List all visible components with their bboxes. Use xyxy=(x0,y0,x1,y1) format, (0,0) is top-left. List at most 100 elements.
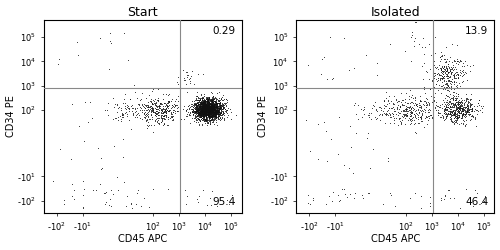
Point xyxy=(201,102,209,106)
Point xyxy=(324,76,332,80)
Point xyxy=(208,108,216,112)
Point xyxy=(213,108,221,112)
Point xyxy=(198,112,206,116)
Point xyxy=(200,106,207,110)
Point xyxy=(204,118,212,122)
Point xyxy=(206,114,214,118)
Point xyxy=(408,93,416,97)
Point xyxy=(446,66,454,70)
Point xyxy=(210,104,218,108)
Point xyxy=(209,107,217,111)
Point xyxy=(216,116,224,120)
Point xyxy=(193,109,201,113)
Point xyxy=(211,105,219,109)
Point xyxy=(204,112,212,116)
Point xyxy=(468,114,476,118)
Point xyxy=(462,109,470,113)
Point xyxy=(433,104,441,108)
Point xyxy=(200,104,208,108)
Point xyxy=(417,116,425,120)
Point xyxy=(194,113,202,117)
Point xyxy=(211,103,219,107)
Point xyxy=(159,111,167,115)
Point xyxy=(204,99,212,103)
Point xyxy=(408,116,416,120)
Point xyxy=(142,123,150,127)
Point xyxy=(194,100,202,104)
Point xyxy=(185,103,193,107)
Point xyxy=(200,108,207,112)
Point xyxy=(149,187,157,191)
Point xyxy=(326,194,334,198)
Point xyxy=(350,66,358,70)
Point xyxy=(152,116,160,120)
Point xyxy=(206,118,214,122)
Point xyxy=(458,107,466,111)
Point xyxy=(223,108,231,112)
Point xyxy=(202,112,209,116)
Point xyxy=(448,100,456,104)
Point xyxy=(454,111,462,115)
Point xyxy=(457,110,465,114)
Point xyxy=(164,109,172,113)
Point xyxy=(215,105,223,109)
Point xyxy=(198,111,206,115)
Point xyxy=(198,105,205,109)
Point xyxy=(208,108,216,112)
Point xyxy=(199,109,207,113)
Point xyxy=(200,103,207,107)
Point xyxy=(202,110,210,114)
Point xyxy=(210,110,218,114)
Point xyxy=(208,104,216,108)
Point xyxy=(453,86,461,89)
Point xyxy=(402,122,409,126)
Point xyxy=(208,117,216,121)
Point xyxy=(456,100,464,104)
Point xyxy=(448,102,456,106)
Point xyxy=(195,110,203,114)
Point xyxy=(192,96,200,100)
Point xyxy=(218,108,226,112)
Point xyxy=(181,188,189,192)
Point xyxy=(203,107,211,111)
Point xyxy=(192,197,200,201)
Point xyxy=(152,109,160,113)
Point xyxy=(202,107,210,111)
Point xyxy=(220,110,228,114)
Point xyxy=(207,114,215,118)
Point xyxy=(472,124,480,128)
Point xyxy=(136,108,143,112)
Point xyxy=(204,112,212,116)
Point xyxy=(204,105,212,109)
Point xyxy=(214,104,222,108)
Point xyxy=(161,108,169,112)
Point xyxy=(207,108,215,112)
Point xyxy=(208,118,216,122)
Point xyxy=(210,101,218,105)
Point xyxy=(203,112,211,116)
Point xyxy=(212,123,220,127)
Point xyxy=(384,94,392,98)
Point xyxy=(191,105,199,109)
Point xyxy=(362,53,370,57)
Point xyxy=(205,102,213,106)
Point xyxy=(193,108,201,112)
Point xyxy=(202,116,210,120)
Point xyxy=(206,102,214,106)
Point xyxy=(424,114,432,117)
Point xyxy=(200,114,208,117)
Point xyxy=(199,108,207,112)
Point xyxy=(208,99,216,103)
Point xyxy=(138,108,146,112)
Point xyxy=(384,106,392,110)
Point xyxy=(201,109,209,113)
Point xyxy=(364,192,372,196)
Point xyxy=(382,110,390,114)
Point xyxy=(454,99,462,103)
Point xyxy=(202,107,210,111)
Point xyxy=(204,108,212,112)
Point xyxy=(208,103,216,107)
Point xyxy=(212,115,220,119)
Point xyxy=(205,102,213,106)
Point xyxy=(418,105,426,109)
